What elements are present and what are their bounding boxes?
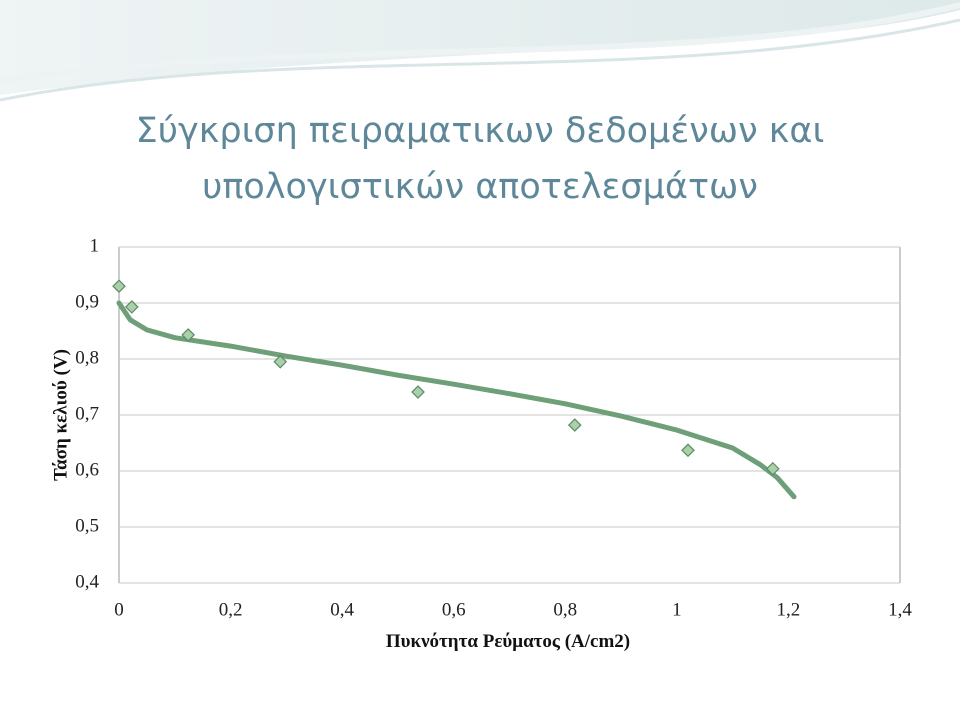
- data-point: [124, 300, 139, 314]
- y-tick-label: 1: [90, 235, 100, 256]
- decoration: [0, 0, 960, 102]
- x-tick-label: 0,8: [553, 599, 577, 620]
- y-tick-label: 0,6: [75, 459, 99, 480]
- data-point: [411, 385, 425, 399]
- x-tick-label: 0: [114, 599, 124, 620]
- title-line: Σύγκριση πειραματικων δεδομένων και: [136, 111, 825, 151]
- x-axis-label: Πυκνότητα Ρεύματος (A/cm2): [386, 631, 630, 652]
- title-line: υπολογιστικών αποτελεσμάτων: [202, 167, 758, 207]
- x-tick-label: 1,4: [888, 599, 912, 620]
- y-tick-label: 0,5: [75, 515, 99, 536]
- y-tick-label: 0,9: [75, 291, 99, 312]
- model-curve: [116, 300, 797, 500]
- y-axis-label: Τάση κελιού (V): [50, 349, 71, 481]
- x-tick-label: 0,2: [219, 599, 243, 620]
- y-tick-label: 0,4: [75, 571, 99, 592]
- x-tick-label: 1,2: [777, 599, 801, 620]
- y-tick-label: 0,8: [75, 347, 99, 368]
- y-tick-label: 0,7: [75, 403, 99, 424]
- data-point: [681, 443, 695, 458]
- data-point: [567, 418, 582, 432]
- data-point: [765, 461, 780, 476]
- data-point: [181, 328, 196, 342]
- data-point: [273, 354, 288, 369]
- data-point: [112, 279, 126, 294]
- x-tick-label: 1: [672, 599, 682, 620]
- x-tick-label: 0,6: [442, 599, 466, 620]
- x-tick-label: 0,4: [330, 599, 354, 620]
